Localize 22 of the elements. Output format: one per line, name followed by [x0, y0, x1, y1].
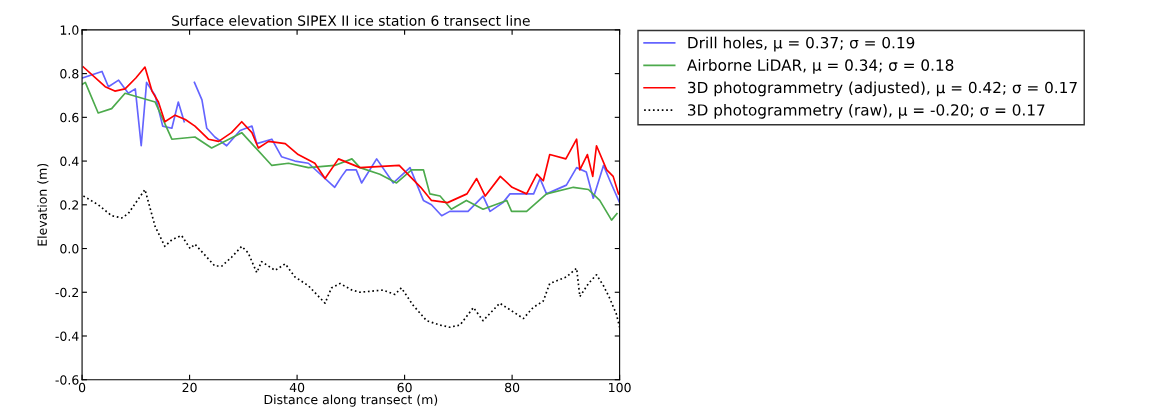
y-tick-label: -0.6: [55, 375, 79, 385]
x-tick-label: 100: [609, 382, 631, 393]
legend-label: 3D photogrammetry (raw), μ = -0.20; σ = 0.17: [688, 103, 1045, 119]
y-tick-label: 0.8: [60, 69, 79, 79]
y-tick-label: 0.6: [60, 112, 79, 123]
x-tick-label: 0: [78, 382, 86, 393]
y-tick-label: -0.4: [55, 331, 79, 341]
x-axis-title: Distance along transect (m): [264, 394, 438, 407]
x-tick-label: 80: [505, 382, 520, 393]
y-axis-title: Elevation (m): [37, 163, 49, 246]
x-tick-label: 20: [182, 382, 197, 393]
x-tick-label: 40: [289, 382, 305, 393]
y-tick-label: -0.2: [55, 287, 79, 298]
legend-label: Airborne LiDAR, μ = 0.34; σ = 0.18: [687, 59, 954, 74]
legend-label: 3D photogrammetry (adjusted), μ = 0.42; σ = 0.17: [688, 81, 1077, 97]
x-tick-label: 60: [397, 382, 412, 393]
legend-label: Drill holes, μ = 0.37; σ = 0.19: [688, 36, 915, 52]
y-tick-label: 0.0: [60, 244, 79, 254]
y-tick-label: 0.4: [60, 156, 79, 166]
y-tick-label: 0.2: [60, 200, 79, 210]
chart-title: Surface elevation SIPEX II ice station 6 transect line: [172, 15, 530, 26]
y-tick-label: 1.0: [60, 25, 79, 35]
